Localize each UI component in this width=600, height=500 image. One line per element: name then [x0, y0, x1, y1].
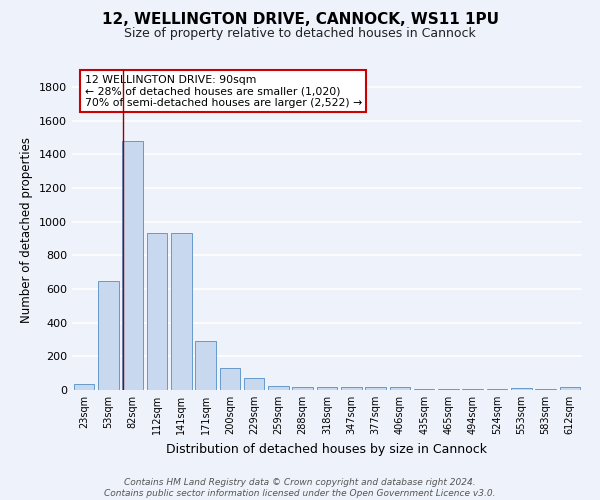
Bar [268, 386, 289, 390]
Bar [74, 384, 94, 390]
Bar [560, 388, 580, 390]
Bar [220, 368, 240, 390]
Bar [244, 378, 265, 390]
Bar [438, 389, 459, 390]
Bar [171, 232, 191, 390]
Bar [535, 389, 556, 390]
Text: 12, WELLINGTON DRIVE, CANNOCK, WS11 1PU: 12, WELLINGTON DRIVE, CANNOCK, WS11 1PU [101, 12, 499, 28]
Bar [317, 388, 337, 390]
Bar [463, 389, 483, 390]
Bar [511, 388, 532, 390]
Bar [98, 280, 119, 390]
Y-axis label: Number of detached properties: Number of detached properties [20, 137, 34, 323]
Text: Size of property relative to detached houses in Cannock: Size of property relative to detached ho… [124, 28, 476, 40]
Bar [146, 232, 167, 390]
Bar [341, 388, 362, 390]
Bar [122, 140, 143, 390]
Bar [414, 389, 434, 390]
Bar [487, 389, 508, 390]
Bar [389, 388, 410, 390]
Bar [365, 388, 386, 390]
Bar [292, 386, 313, 390]
Bar [195, 341, 216, 390]
Text: 12 WELLINGTON DRIVE: 90sqm
← 28% of detached houses are smaller (1,020)
70% of s: 12 WELLINGTON DRIVE: 90sqm ← 28% of deta… [85, 75, 362, 108]
X-axis label: Distribution of detached houses by size in Cannock: Distribution of detached houses by size … [167, 442, 487, 456]
Text: Contains HM Land Registry data © Crown copyright and database right 2024.
Contai: Contains HM Land Registry data © Crown c… [104, 478, 496, 498]
